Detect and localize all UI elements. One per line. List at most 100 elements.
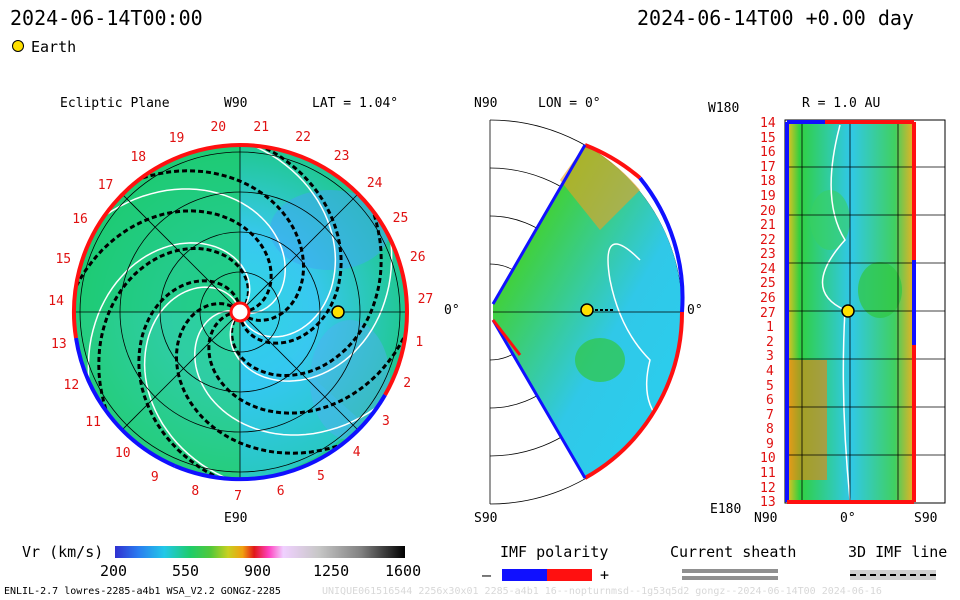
ecliptic-number-11: 11 — [85, 415, 101, 431]
contour-line — [194, 309, 397, 436]
velocity-colorbar — [115, 546, 405, 558]
radial-y-label-26: 26 — [760, 291, 776, 306]
radial-y-label-16: 16 — [760, 145, 776, 161]
ecliptic-number-9: 9 — [150, 469, 159, 485]
radial-y-label-4: 4 — [766, 363, 774, 379]
imf-spiral-line — [207, 310, 407, 415]
earth-legend-label: Earth — [31, 38, 77, 56]
radial-y-label-15: 15 — [760, 130, 776, 146]
ecliptic-number-25: 25 — [392, 210, 409, 226]
ecliptic-number-26: 26 — [409, 249, 426, 265]
ecliptic-number-22: 22 — [295, 129, 311, 145]
radial-y-label-8: 8 — [766, 422, 774, 438]
start-time-label: 2024-06-14T00:00 — [10, 6, 203, 30]
ecliptic-lat: LAT = 1.04° — [312, 96, 399, 111]
radial-surface-plot — [784, 119, 946, 504]
radial-top-left: W180 — [708, 101, 740, 116]
radial-y-label-20: 20 — [760, 203, 776, 219]
radial-y-label-12: 12 — [760, 480, 776, 496]
imf-plus-label: + — [600, 566, 610, 584]
imf-spiral-line — [175, 302, 366, 455]
current-sheath-title: Current sheath — [670, 543, 797, 561]
imf-polarity-title: IMF polarity — [500, 543, 609, 561]
meridional-plane-plot — [489, 119, 685, 505]
radial-y-label-21: 21 — [760, 218, 776, 234]
radial-xtick-0: 0° — [840, 511, 856, 526]
radial-y-label-17: 17 — [760, 159, 776, 175]
ecliptic-number-7: 7 — [234, 488, 242, 504]
run-id: UNIQUE061516544 2256x30x01 2285-a4b1 16-… — [322, 586, 882, 597]
current-sheath-swatch — [682, 569, 778, 580]
radial-y-label-24: 24 — [760, 261, 776, 277]
contour-line — [83, 188, 286, 315]
meridional-top-axis: N90 — [474, 96, 498, 111]
radial-xtick-s90: S90 — [914, 511, 938, 526]
ecliptic-bottom-axis: E90 — [224, 511, 248, 526]
imf-spiral-line — [137, 279, 242, 479]
colorbar-tick-1250: 1250 — [313, 562, 350, 580]
ecliptic-number-1: 1 — [415, 335, 424, 351]
radial-xtick-n90: N90 — [754, 511, 778, 526]
imf-spiral-line — [238, 145, 343, 345]
imf-spiral-line — [230, 186, 383, 377]
ecliptic-number-6: 6 — [276, 483, 285, 499]
ecliptic-number-5: 5 — [316, 468, 325, 484]
ecliptic-number-24: 24 — [366, 176, 383, 192]
radial-y-label-10: 10 — [760, 451, 776, 467]
ecliptic-title: Ecliptic Plane — [60, 96, 170, 111]
ecliptic-number-2: 2 — [403, 376, 412, 392]
radial-y-label-1: 1 — [766, 320, 774, 336]
contour-line — [229, 215, 393, 382]
ecliptic-number-10: 10 — [114, 446, 131, 462]
ecliptic-number-14: 14 — [48, 294, 64, 310]
radial-title: R = 1.0 AU — [802, 96, 881, 111]
ecliptic-number-13: 13 — [51, 337, 67, 353]
ecliptic-number-12: 12 — [63, 378, 80, 394]
radial-y-label-7: 7 — [766, 407, 774, 423]
ecliptic-number-21: 21 — [253, 120, 270, 136]
colorbar-tick-900: 900 — [244, 562, 272, 580]
radial-y-label-27: 27 — [760, 305, 776, 321]
radial-y-label-13: 13 — [760, 495, 776, 511]
imf-spiral-line — [114, 169, 305, 322]
imf-positive-swatch — [547, 569, 592, 581]
radial-bottom-left: E180 — [710, 502, 742, 517]
ecliptic-number-15: 15 — [55, 251, 72, 267]
radial-y-label-9: 9 — [766, 436, 774, 452]
radial-y-label-18: 18 — [760, 174, 776, 190]
imf-minus-label: – — [482, 566, 492, 584]
earth-marker-icon — [12, 40, 24, 52]
contour-line — [143, 286, 251, 479]
radial-y-label-25: 25 — [760, 276, 776, 292]
radial-y-label-2: 2 — [766, 334, 774, 350]
meridional-bottom-axis: S90 — [474, 511, 498, 526]
radial-y-label-23: 23 — [760, 247, 776, 263]
ecliptic-number-3: 3 — [382, 413, 390, 429]
ecliptic-number-23: 23 — [333, 148, 350, 164]
ecliptic-number-20: 20 — [210, 120, 227, 136]
imf-line-swatch — [850, 570, 936, 580]
imf-spiral-line — [97, 247, 250, 438]
meridional-lon: LON = 0° — [538, 96, 601, 111]
radial-y-label-5: 5 — [766, 378, 774, 394]
imf-spiral-line — [73, 209, 273, 314]
radial-y-label-14: 14 — [760, 116, 776, 131]
ecliptic-number-18: 18 — [130, 150, 147, 166]
offset-time-label: 2024-06-14T00 +0.00 day — [637, 6, 914, 30]
ecliptic-number-17: 17 — [97, 177, 114, 193]
ecliptic-number-27: 27 — [417, 292, 434, 308]
colorbar-label: Vr (km/s) — [22, 543, 104, 561]
ecliptic-number-16: 16 — [72, 212, 88, 228]
ecliptic-number-19: 19 — [168, 130, 185, 146]
imf-line-title: 3D IMF line — [848, 543, 948, 561]
ecliptic-number-8: 8 — [191, 484, 200, 500]
radial-y-label-6: 6 — [766, 393, 774, 409]
colorbar-tick-1600: 1600 — [385, 562, 422, 580]
contour-line — [229, 145, 337, 338]
radial-y-label-19: 19 — [760, 188, 776, 204]
ecliptic-right-axis: 0° — [444, 303, 460, 318]
radial-y-label-3: 3 — [766, 349, 774, 365]
meridional-right-axis: 0° — [687, 303, 703, 318]
ecliptic-top-axis: W90 — [224, 96, 248, 111]
